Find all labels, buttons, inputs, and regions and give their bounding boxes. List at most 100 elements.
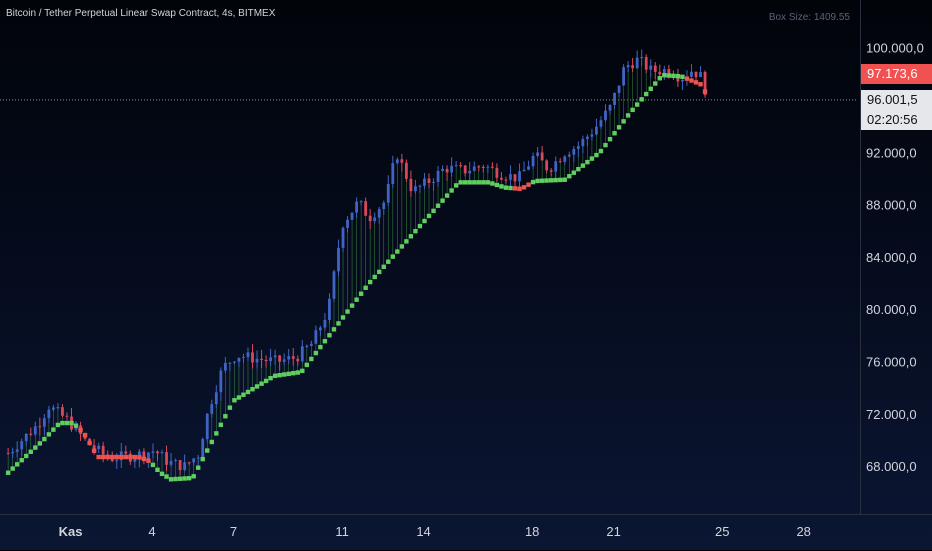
candle-body [404,162,408,179]
candle-body [690,71,693,77]
candle-body [24,433,28,442]
stop-marker [28,449,33,454]
stop-marker [648,86,653,91]
stop-marker [594,152,599,158]
stop-marker [69,420,74,426]
stop-marker [214,431,219,436]
stop-marker [24,453,29,459]
candle-body [427,178,431,183]
candle-body [676,77,680,82]
price-tick-label: 76.000,0 [866,355,917,370]
candle-body [214,392,218,405]
price-tick-label: 80.000,0 [866,302,917,317]
price-axis[interactable] [860,0,932,514]
stop-marker [372,274,377,280]
stop-marker [680,74,685,79]
candle-body [694,71,698,78]
candle-body [223,362,227,371]
trailing-stop-stems [7,49,679,480]
candle-body [432,181,435,183]
candle-body [613,92,616,106]
candle-body [314,330,318,344]
stop-marker [404,239,409,244]
candle-body [350,212,354,220]
candle-body [382,202,386,210]
stop-marker [159,471,165,477]
candle-body [269,357,273,362]
stop-marker [191,474,196,479]
stop-marker [114,454,119,460]
stop-marker [177,476,183,481]
stop-marker [603,142,608,148]
stop-marker [19,457,24,463]
stop-marker [508,185,513,191]
time-tick-label: 21 [606,524,620,539]
stop-marker [241,392,246,397]
stop-marker [150,462,156,468]
stop-marker [553,177,558,183]
candle-body [454,165,458,167]
candle-body [481,167,485,169]
candle-body [165,452,168,465]
stop-marker [363,285,368,291]
candle-body [228,362,232,364]
stop-marker [675,73,681,79]
candle-body [549,170,553,172]
stop-marker [91,448,97,453]
stop-marker [567,174,572,179]
stop-marker [73,423,79,428]
price-tick-label: 84.000,0 [866,250,917,265]
stop-marker [182,476,187,481]
candle-body [160,452,164,454]
time-tick-label: 4 [148,524,155,539]
stop-marker [137,455,142,460]
candle-body [563,156,567,162]
candle-body [703,72,707,96]
candle-body [51,407,55,410]
stop-marker [354,297,359,302]
stop-marker [286,371,291,377]
candle-body [11,451,15,454]
candle-body [300,346,304,362]
bar-countdown-tag: 02:20:56 [861,110,932,130]
stop-marker [60,420,65,426]
stop-marker [693,80,699,85]
candle-body [373,217,377,222]
time-axis[interactable] [0,514,932,551]
candle-body [581,138,585,147]
candle-body [441,168,444,171]
stop-marker [485,180,491,185]
candle-body [174,460,177,462]
candle-body [328,298,331,320]
stop-marker [281,372,287,377]
candle-body [576,146,580,149]
stop-marker [481,180,486,185]
stop-marker [494,182,500,188]
candle-body [178,460,182,471]
stop-marker [476,180,481,185]
candle-body [585,136,589,139]
candle-body [500,177,503,180]
stop-marker [82,432,88,438]
stop-marker [621,119,626,124]
candle-body [309,343,313,346]
candle-body [255,358,259,363]
candle-body [183,462,187,471]
candle-body [97,445,101,449]
stop-marker [585,159,590,165]
candle-body [142,451,146,459]
stop-marker [625,113,631,118]
price-tick-label: 68.000,0 [866,459,917,474]
candle-body [699,72,702,78]
stop-marker [232,398,237,403]
stop-marker [196,465,201,470]
stop-marker [644,91,649,97]
stop-marker [598,148,604,154]
stop-marker [132,454,138,460]
stop-marker [272,373,278,379]
stop-marker [254,384,260,389]
stop-marker [358,291,364,296]
time-tick-label: 11 [335,524,349,539]
